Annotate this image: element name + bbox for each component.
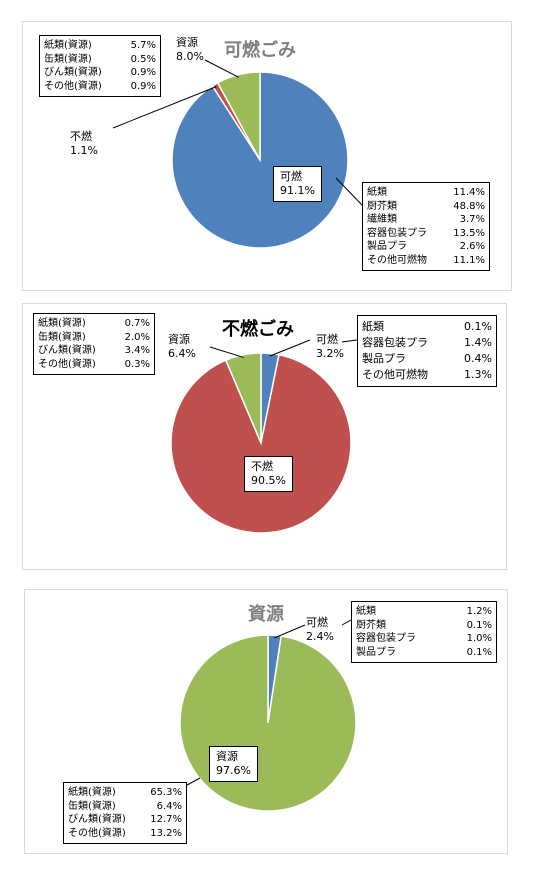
slice-label-noncombustible: 不燃 1.1% bbox=[70, 130, 98, 157]
chart-title: 不燃ごみ bbox=[222, 319, 294, 340]
chart-title: 資源 bbox=[248, 604, 284, 625]
slice-label-combustible: 可燃 2.4% bbox=[306, 616, 334, 643]
slice-label-resource: 資源 6.4% bbox=[168, 333, 196, 360]
combustible-breakdown-box: 紙類 1.2% 厨芥類 0.1% 容器包装プラ 1.0% 製品プラ 0.1% bbox=[351, 601, 497, 663]
resource-breakdown-box: 紙類(資源) 5.7% 缶類(資源) 0.5% びん類(資源) 0.9% その他(資源… bbox=[39, 35, 161, 97]
resource-breakdown-box: 紙類(資源) 65.3% 缶類(資源) 6.4% びん類(資源) 12.7% その他(… bbox=[63, 782, 187, 844]
slice-label-noncombustible: 不燃 90.5% bbox=[244, 456, 293, 492]
resource-breakdown-box: 紙類(資源) 0.7% 缶類(資源) 2.0% びん類(資源) 3.4% その他(資源… bbox=[33, 313, 155, 375]
combustible-breakdown-box: 紙類 0.1% 容器包装プラ 1.4% 製品プラ 0.4% その他可燃物 1.3% bbox=[357, 315, 497, 387]
slice-label-combustible: 可燃 91.1% bbox=[273, 166, 322, 202]
slice-label-combustible: 可燃 3.2% bbox=[316, 333, 344, 360]
slice-label-resource: 資源 8.0% bbox=[176, 36, 204, 63]
combustible-breakdown-box: 紙類 11.4% 厨芥類 48.8% 繊維類 3.7% 容器包装プラ 13.5% 製品プ… bbox=[362, 182, 490, 271]
slice-label-resource: 資源 97.6% bbox=[209, 746, 258, 782]
chart-title: 可燃ごみ bbox=[224, 40, 296, 61]
